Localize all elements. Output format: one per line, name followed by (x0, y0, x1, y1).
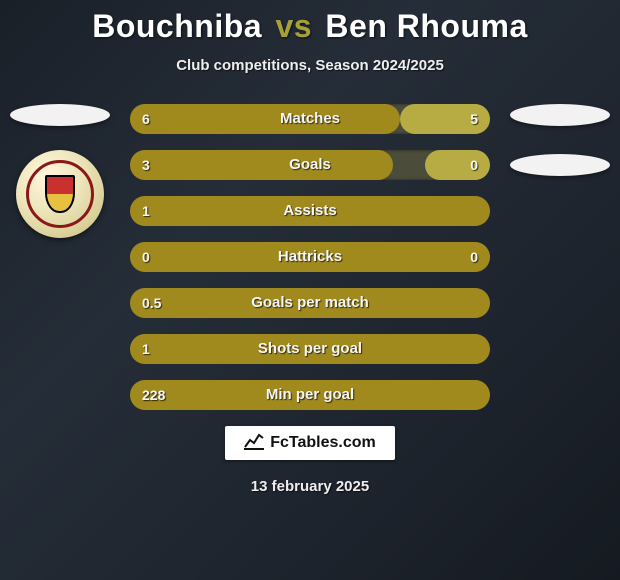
bar-fill-left (130, 380, 490, 410)
page-title: Bouchniba vs Ben Rhouma (0, 0, 620, 45)
bar-fill-left (130, 242, 490, 272)
bar-fill-left (130, 288, 490, 318)
chart-icon (244, 432, 264, 455)
stat-row: 1Shots per goal (130, 334, 490, 364)
date-label: 13 february 2025 (0, 478, 620, 495)
bar-fill-left (130, 150, 393, 180)
club-ellipse-icon (10, 104, 110, 126)
bar-fill-left (130, 196, 490, 226)
stat-row: 1Assists (130, 196, 490, 226)
right-club-column (500, 104, 620, 188)
branding-text: FcTables.com (270, 434, 376, 452)
bar-fill-right (425, 150, 490, 180)
stat-row: 228Min per goal (130, 380, 490, 410)
club-ellipse-icon (510, 154, 610, 176)
stat-row: 30Goals (130, 150, 490, 180)
stat-row: 65Matches (130, 104, 490, 134)
player2-name: Ben Rhouma (325, 8, 527, 44)
vs-label: vs (275, 8, 312, 44)
bar-fill-left (130, 104, 400, 134)
stat-bars: 65Matches 30Goals 1Assists 00Hattricks 0.5Go… (130, 104, 490, 410)
bar-fill-left (130, 334, 490, 364)
stat-row: 00Hattricks (130, 242, 490, 272)
bar-fill-right (400, 104, 490, 134)
subtitle: Club competitions, Season 2024/2025 (0, 57, 620, 74)
player1-name: Bouchniba (92, 8, 262, 44)
branding-badge: FcTables.com (225, 426, 395, 460)
left-club-column (0, 104, 120, 238)
comparison-area: 65Matches 30Goals 1Assists 00Hattricks 0.5Go… (0, 104, 620, 410)
club-ellipse-icon (510, 104, 610, 126)
club-badge-icon (16, 150, 104, 238)
stat-row: 0.5Goals per match (130, 288, 490, 318)
